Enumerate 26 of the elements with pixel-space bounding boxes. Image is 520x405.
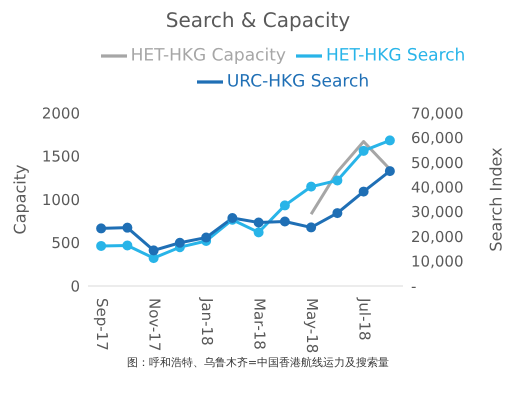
y-tick-label: 2000 <box>42 104 80 122</box>
y-tick-label: 1500 <box>42 148 80 166</box>
y2-tick-label: 60,000 <box>411 129 464 148</box>
y2-axis-title: Search Index <box>486 147 506 252</box>
chart-title: Search & Capacity <box>164 8 352 34</box>
x-tick-label: Jul-18 <box>356 297 374 341</box>
y2-tick-label: - <box>411 277 416 296</box>
y2-tick-label: 10,000 <box>411 252 464 271</box>
y2-tick-label: 30,000 <box>411 203 464 222</box>
y-tick-label: 500 <box>51 234 80 252</box>
text: 图：呼和浩特、乌鲁木齐=中国香港航线运力及搜索量 <box>126 355 390 370</box>
x-tick-label: Nov-17 <box>146 298 164 352</box>
y-axis-title: Capacity <box>10 164 30 234</box>
legend-label: HET-HKG Search <box>326 46 466 66</box>
legend-label: HET-HKG Capacity <box>130 46 286 66</box>
y2-tick-label: 50,000 <box>411 154 464 172</box>
y-tick-label: 0 <box>70 277 80 296</box>
legend-label: URC-HKG Search <box>226 72 370 92</box>
x-tick-label: May-18 <box>303 298 322 354</box>
y-tick-label: 1000 <box>42 190 80 209</box>
x-tick-label: Sep-17 <box>93 298 112 351</box>
y2-tick-label: 20,000 <box>411 228 464 246</box>
y2-tick-label: 70,000 <box>411 104 464 122</box>
x-tick-label: Jan-18 <box>198 297 216 346</box>
y2-tick-label: 40,000 <box>411 178 464 196</box>
x-tick-label: Mar-18 <box>250 298 269 350</box>
